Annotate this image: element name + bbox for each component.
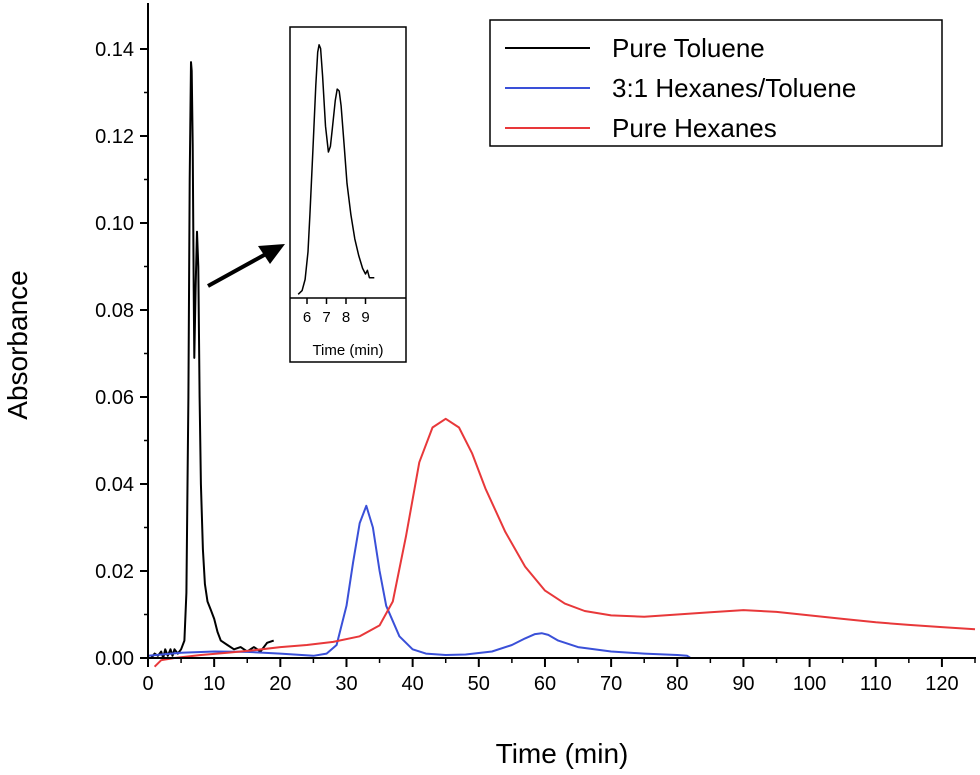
inset-series-group [297, 44, 375, 295]
x-axis-title: Time (min) [496, 738, 629, 769]
main-plot: 0.00 0.02 0.04 0.06 0.08 0.10 0.12 0.14 0 10 20 30… [2, 3, 976, 769]
x-tick-label: 120 [925, 673, 958, 695]
y-tick-label: 0.06 [95, 387, 134, 409]
series-line-pure-toluene [150, 61, 275, 659]
y-tick-label: 0.02 [95, 561, 134, 583]
x-tick-label: 40 [402, 673, 424, 695]
y-ticks: 0.00 0.02 0.04 0.06 0.08 0.10 0.12 0.14 [95, 39, 148, 670]
x-tick-label: 0 [142, 673, 153, 695]
legend-label-pure-hexanes: Pure Hexanes [612, 113, 777, 143]
legend-label-hexanes-toluene: 3:1 Hexanes/Toluene [612, 73, 856, 103]
x-tick-label: 30 [335, 673, 357, 695]
legend-label-pure-toluene: Pure Toluene [612, 33, 765, 63]
y-tick-label: 0.12 [95, 126, 134, 148]
y-tick-label: 0.10 [95, 213, 134, 235]
y-tick-label: 0.00 [95, 648, 134, 670]
inset-x-axis-title: Time (min) [312, 342, 383, 359]
series-line-pure-hexanes [153, 417, 976, 668]
y-tick-label: 0.14 [95, 39, 134, 61]
x-tick-label: 70 [600, 673, 622, 695]
inset-x-tick-label: 7 [322, 309, 330, 326]
x-tick-label: 90 [732, 673, 754, 695]
legend-box [489, 19, 943, 147]
y-tick-label: 0.04 [95, 474, 134, 496]
x-tick-label: 100 [793, 673, 826, 695]
legend: Pure Toluene 3:1 Hexanes/Toluene Pure He… [489, 19, 943, 147]
x-tick-label: 80 [666, 673, 688, 695]
inset-x-tick-label: 9 [361, 309, 369, 326]
inset-x-tick-label: 6 [303, 309, 311, 326]
x-tick-label: 110 [860, 673, 892, 695]
inset-series-line [297, 44, 375, 295]
x-tick-label: 10 [203, 673, 225, 695]
x-tick-label: 50 [468, 673, 490, 695]
inset-arrow-line [207, 252, 267, 288]
x-ticks: 0 10 20 30 40 50 60 70 80 90 100 110 120 [142, 658, 976, 695]
main-series-group [147, 61, 976, 668]
x-tick-label: 20 [269, 673, 291, 695]
inset-x-tick-label: 8 [342, 309, 350, 326]
y-tick-label: 0.08 [95, 300, 134, 322]
series-line-3-1-hexanes-toluene [147, 504, 692, 659]
inset-arrow-head [258, 244, 285, 264]
y-axis-title: Absorbance [2, 270, 33, 419]
x-tick-label: 60 [534, 673, 556, 695]
